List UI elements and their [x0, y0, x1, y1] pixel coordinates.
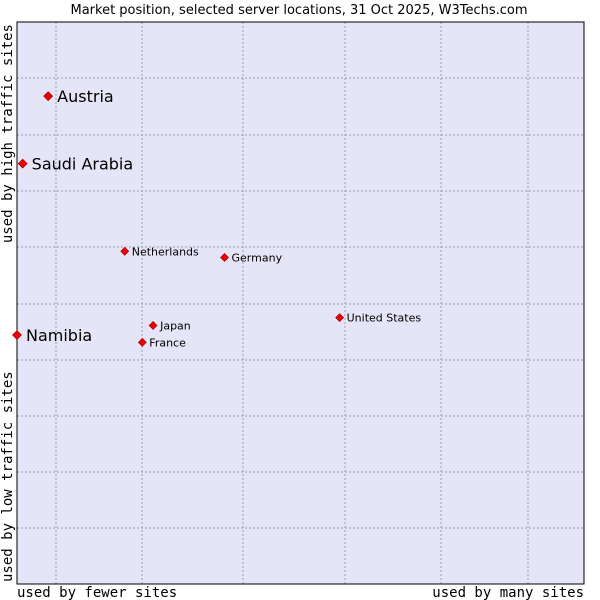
point-label: Japan	[159, 319, 191, 332]
point-marker	[120, 246, 130, 256]
point-marker	[335, 313, 345, 323]
point-label: United States	[347, 312, 422, 325]
data-points: Austria Saudi Arabia Netherlands Germany Uni…	[12, 87, 422, 349]
y-axis-label-bottom: used by low traffic sites	[0, 371, 16, 582]
point-germany: Germany	[220, 251, 283, 264]
y-axis-label-top: used by high traffic sites	[0, 24, 16, 243]
point-netherlands: Netherlands	[120, 245, 199, 258]
point-marker	[43, 91, 54, 102]
point-label: Germany	[232, 251, 283, 264]
point-japan: Japan	[148, 319, 191, 332]
point-marker	[12, 330, 22, 340]
x-axis-label-right: used by many sites	[432, 585, 584, 600]
point-austria: Austria	[43, 87, 114, 106]
plot-area	[17, 22, 584, 584]
point-label: Austria	[57, 87, 114, 106]
point-label: Netherlands	[132, 245, 199, 258]
point-saudi-arabia: Saudi Arabia	[17, 155, 134, 174]
point-marker	[17, 158, 28, 169]
point-label: Namibia	[26, 326, 92, 345]
point-label: France	[149, 336, 186, 349]
point-france: France	[137, 336, 186, 349]
point-marker	[137, 337, 147, 347]
point-namibia: Namibia	[12, 326, 92, 345]
point-label: Saudi Arabia	[32, 155, 134, 174]
chart-title: Market position, selected server locatio…	[70, 3, 527, 18]
plot-frame	[16, 21, 585, 585]
grid-lines	[17, 22, 584, 584]
x-axis-label-left: used by fewer sites	[17, 585, 177, 600]
point-marker	[148, 321, 158, 330]
point-marker	[220, 253, 229, 262]
point-united-states: United States	[335, 312, 422, 325]
